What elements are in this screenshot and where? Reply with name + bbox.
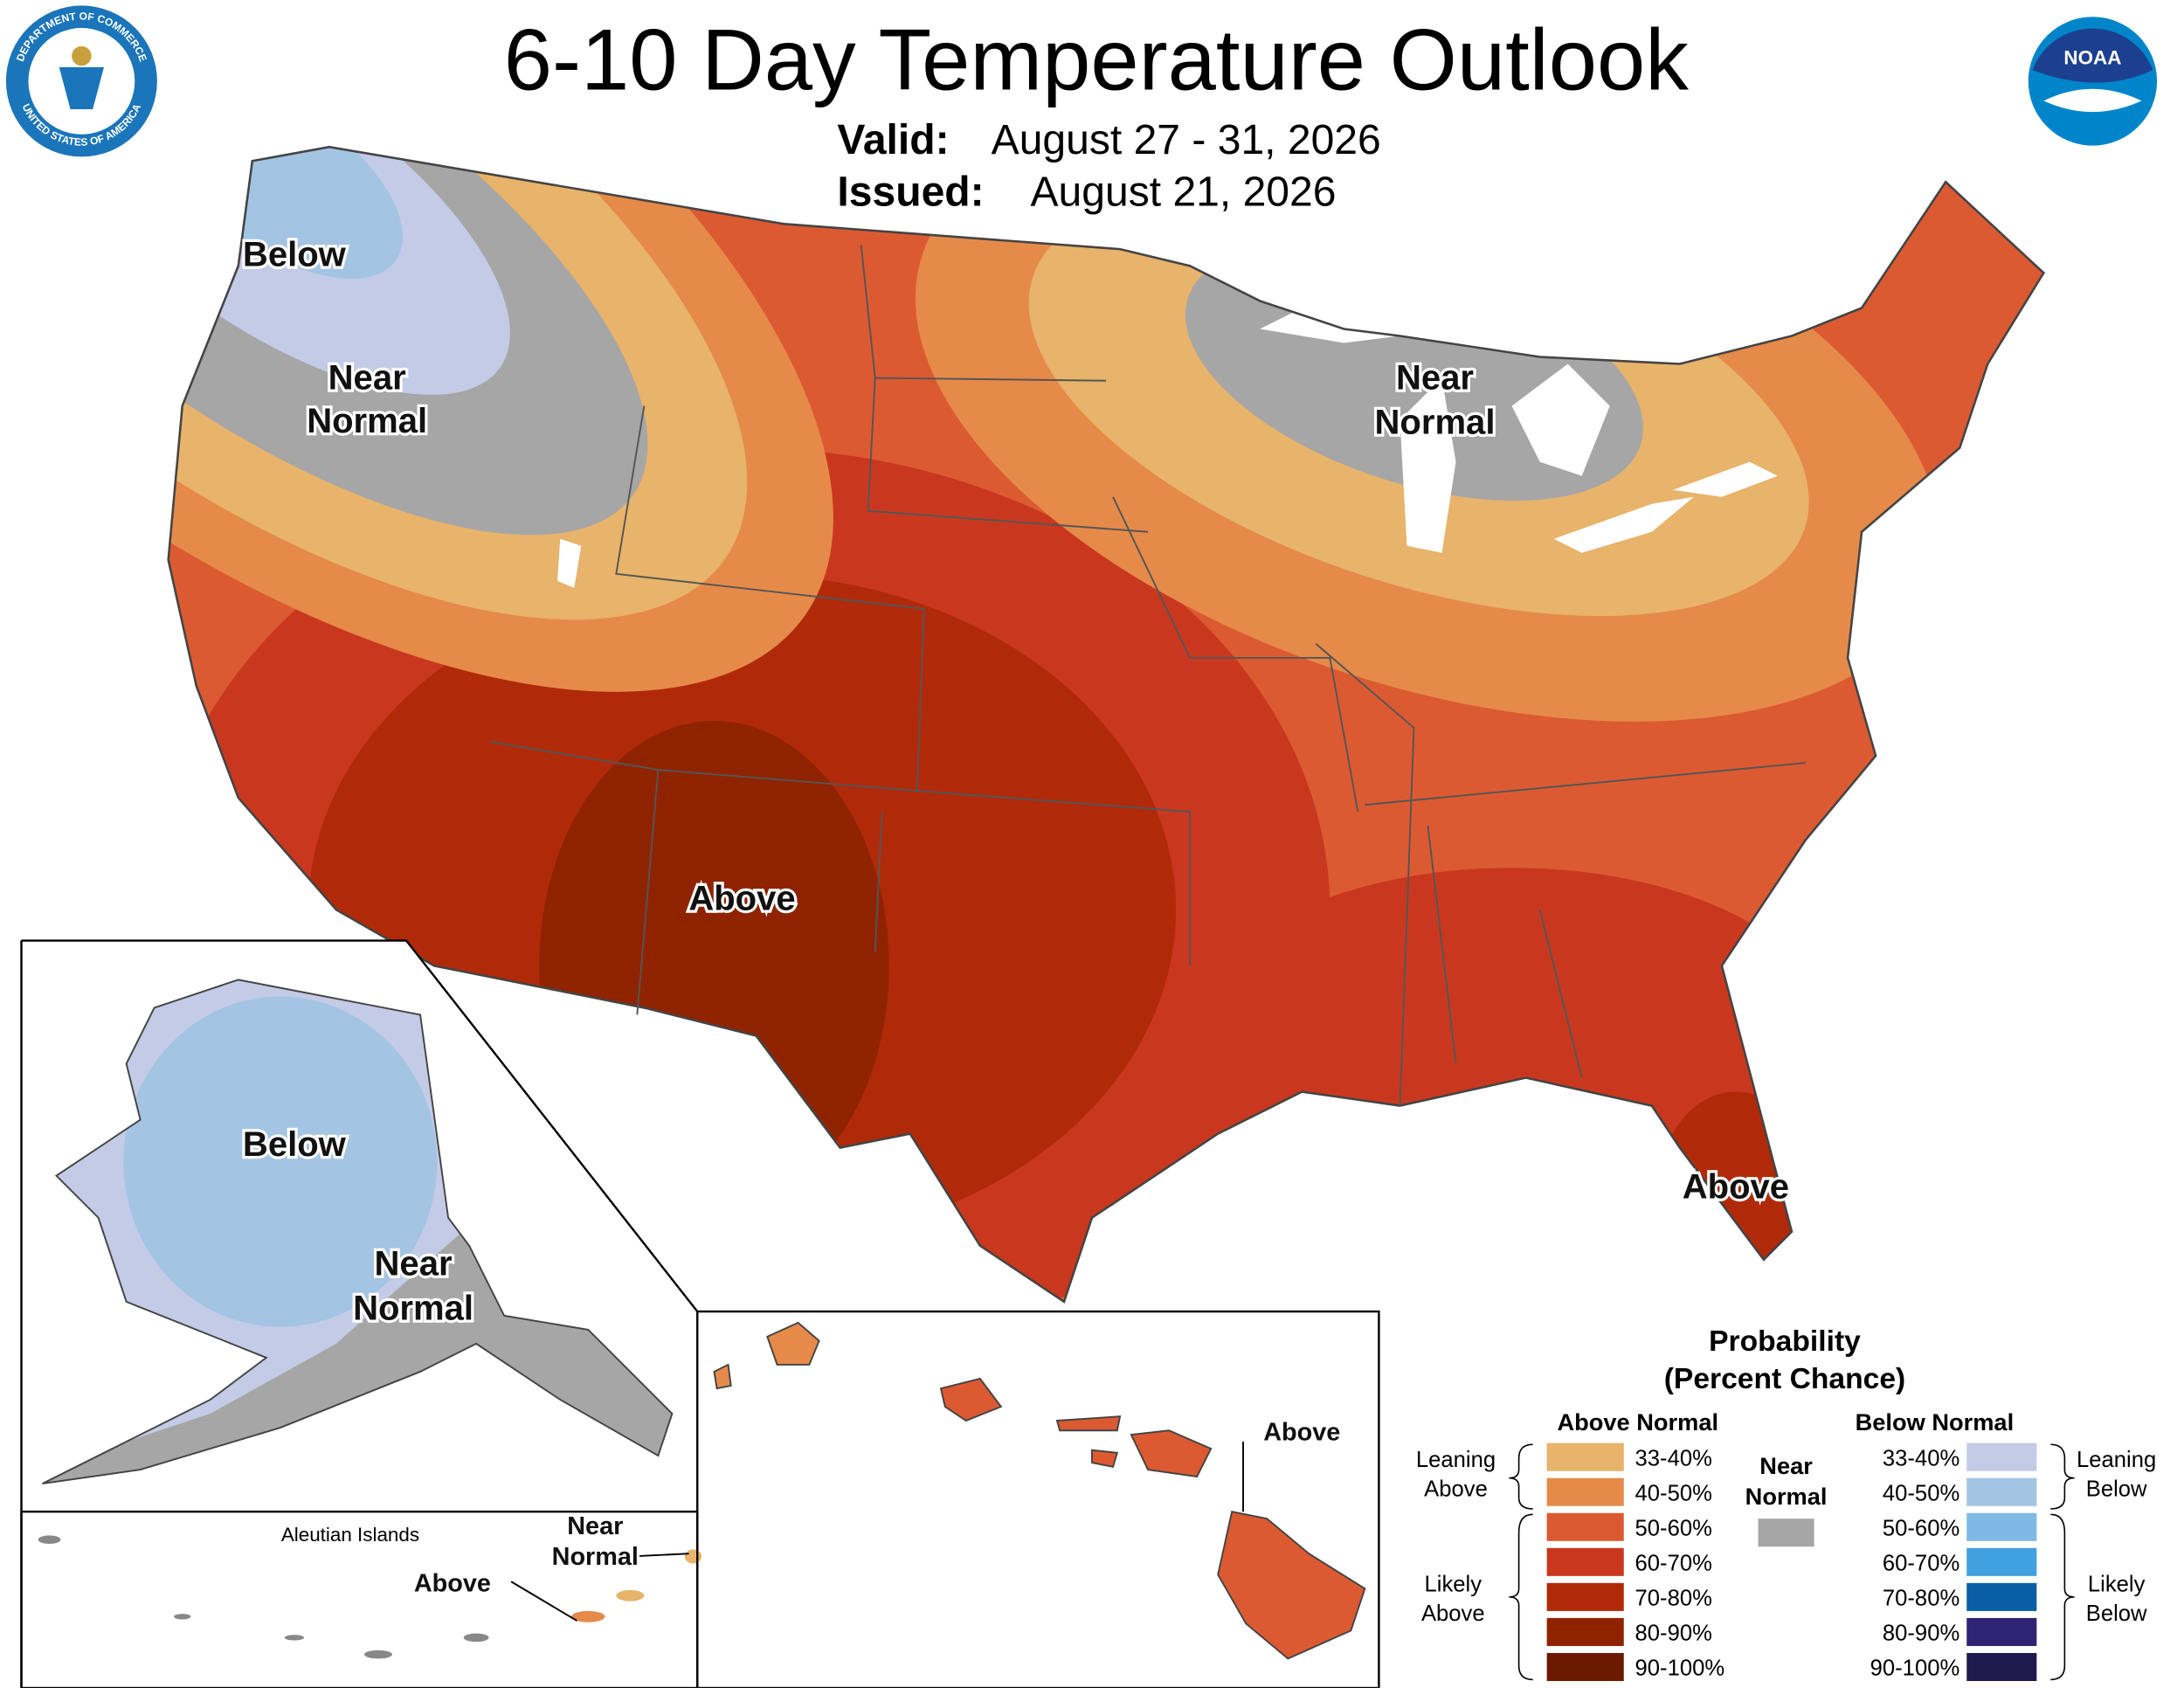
legend-swatch	[1966, 1617, 2037, 1646]
map-label: Near Normal	[307, 358, 427, 440]
noaa-text: NOAA	[2063, 47, 2121, 69]
map-label: Near Normal	[1375, 358, 1496, 441]
legend-swatch	[1966, 1512, 2037, 1541]
hawaii-islands	[713, 1321, 1366, 1660]
legend-label: 40-50%	[1635, 1481, 1712, 1505]
map-label: Above	[688, 879, 795, 917]
legend-group: Leaning Above	[1416, 1448, 1496, 1502]
region	[42, 1231, 673, 1484]
legend-heading: Near Normal	[1745, 1452, 1828, 1510]
legend-label: 33-40%	[1635, 1446, 1712, 1470]
legend-swatch	[1546, 1477, 1624, 1506]
legend-swatch	[1966, 1582, 2037, 1611]
legend-label: 60-70%	[1635, 1551, 1712, 1575]
legend-swatch	[1546, 1547, 1624, 1576]
legend-group: Likely Below	[2086, 1572, 2147, 1626]
map-label: Above	[1263, 1418, 1340, 1446]
inset-title: Aleutian Islands	[281, 1524, 419, 1546]
alaska-outline	[42, 979, 674, 1485]
legend-bracket	[1509, 1443, 2075, 1681]
noaa-logo: NOAA	[2028, 17, 2158, 146]
lake	[1511, 363, 1610, 476]
legend-label: 80-90%	[1883, 1622, 1959, 1646]
legend-group: Likely Above	[1421, 1572, 1485, 1626]
valid-label: Valid:	[837, 117, 949, 163]
conus-outline	[167, 145, 2045, 1304]
map-label: Near Normal	[552, 1512, 639, 1571]
state-borders	[489, 245, 1807, 1106]
lake	[1553, 496, 1694, 553]
region	[539, 721, 889, 1211]
issued-label: Issued:	[837, 169, 984, 215]
legend-swatch	[1758, 1519, 1814, 1547]
legend-label: 33-40%	[1883, 1446, 1959, 1470]
legend-swatch	[1546, 1582, 1624, 1611]
legend-label: 70-80%	[1883, 1586, 1959, 1610]
valid-date: August 27 - 31, 2026	[992, 117, 1381, 163]
legend-swatch	[1966, 1442, 2037, 1471]
legend-label: 80-90%	[1635, 1622, 1712, 1646]
doc-seal: DEPARTMENT OF COMMERCE UNITED STATES OF …	[5, 5, 157, 157]
legend-swatch	[1546, 1512, 1624, 1541]
region	[123, 996, 438, 1327]
legend-swatch	[1546, 1617, 1624, 1646]
region	[168, 147, 403, 279]
legend-label: 90-100%	[1635, 1657, 1725, 1681]
legend-label: 40-50%	[1883, 1481, 1959, 1505]
legend-swatch	[1966, 1547, 2037, 1576]
hawaii-frame	[696, 1310, 1380, 1688]
legend-label: 60-70%	[1883, 1551, 1959, 1575]
lake	[557, 538, 582, 588]
legend-swatch	[1966, 1477, 2037, 1506]
map-label: Below	[243, 235, 347, 273]
lake	[1400, 377, 1456, 553]
legend-label: 50-60%	[1883, 1516, 1959, 1540]
legend-title: Probability	[1709, 1325, 1861, 1358]
legend-heading: Below Normal	[1856, 1408, 2015, 1435]
map-label: Near Normal	[353, 1244, 473, 1327]
legend-group: Leaning Below	[2077, 1448, 2156, 1502]
map-label: Below	[243, 1125, 347, 1164]
legend-swatch	[1546, 1442, 1624, 1471]
legend-subtitle: (Percent Chance)	[1664, 1363, 1906, 1395]
map-label: Above	[1683, 1167, 1789, 1206]
leader-line	[510, 1553, 689, 1622]
title: 6-10 Day Temperature Outlook	[504, 12, 1689, 109]
legend-label: 70-80%	[1635, 1586, 1712, 1610]
legend-swatch	[1966, 1652, 2037, 1681]
legend: Probability (Percent Chance) Above Norma…	[1416, 1325, 2156, 1681]
issued-date: August 21, 2026	[1031, 169, 1337, 215]
map-label: Above	[414, 1569, 491, 1597]
lake	[1672, 461, 1778, 497]
legend-swatch	[1546, 1652, 1624, 1681]
legend-heading: Above Normal	[1558, 1408, 1719, 1435]
legend-label: 50-60%	[1635, 1516, 1712, 1540]
legend-label: 90-100%	[1870, 1657, 1960, 1681]
